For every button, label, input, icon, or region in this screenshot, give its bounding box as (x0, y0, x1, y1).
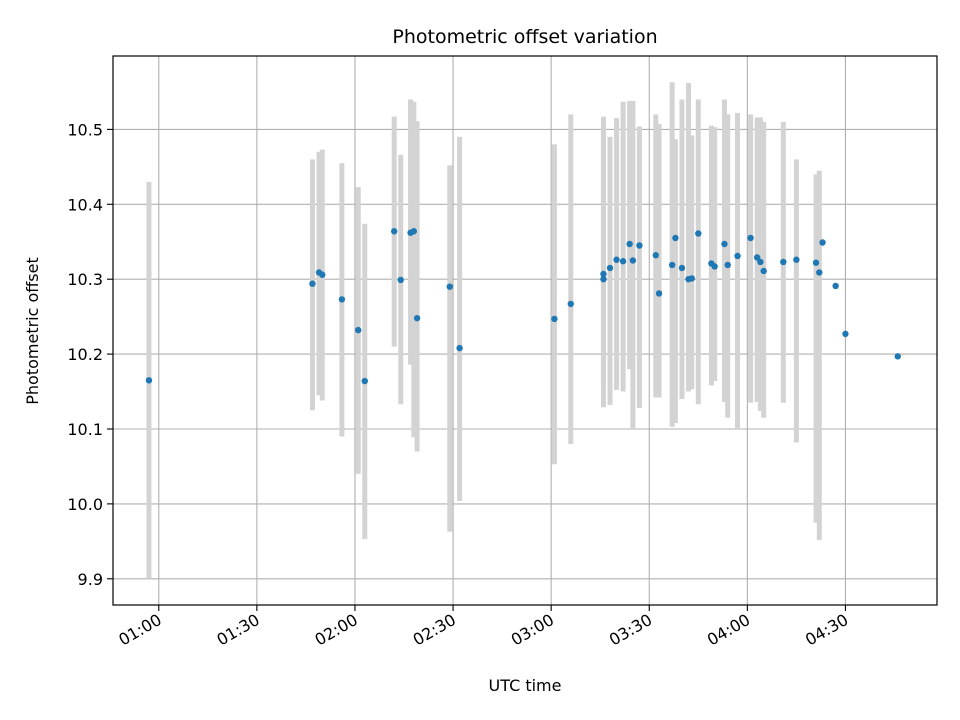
data-point (793, 256, 800, 263)
y-tick-label: 10.2 (67, 345, 103, 364)
data-point (672, 234, 679, 242)
data-point (600, 270, 607, 278)
x-axis-label: UTC time (489, 676, 562, 695)
data-point (456, 344, 463, 352)
grid-lines (113, 56, 937, 605)
y-tick-label: 10.3 (67, 270, 103, 289)
data-point (309, 280, 316, 287)
data-point (753, 254, 761, 261)
data-point (145, 377, 153, 384)
data-point (678, 264, 686, 272)
data-point (842, 330, 849, 338)
data-point (721, 240, 728, 248)
data-point (355, 326, 362, 334)
data-point (816, 269, 823, 276)
data-point (724, 261, 731, 269)
data-point (760, 267, 767, 275)
data-points (145, 228, 901, 385)
data-point (551, 315, 558, 323)
data-point (410, 228, 418, 235)
data-point (652, 252, 659, 259)
y-tick-label: 10.1 (67, 420, 103, 439)
data-point (636, 242, 643, 249)
data-point (413, 314, 421, 322)
data-point (338, 296, 346, 303)
y-axis-label: Photometric offset (23, 257, 42, 405)
y-axis-ticks: 9.9 10.0 10.1 10.2 10.3 10.4 10.5 (67, 120, 113, 589)
data-point (391, 228, 398, 235)
plot-frame (112, 55, 938, 606)
data-point (361, 377, 368, 385)
data-point (629, 257, 637, 264)
data-point (819, 239, 826, 246)
data-point (613, 256, 620, 263)
data-point (626, 240, 633, 248)
data-point (446, 283, 453, 290)
data-point (695, 230, 702, 237)
data-point (655, 290, 663, 297)
y-tick-label: 10.5 (67, 120, 103, 139)
data-point (812, 259, 820, 266)
y-tick-label: 10.4 (67, 195, 103, 214)
data-point (668, 261, 676, 269)
data-point (606, 264, 614, 272)
y-tick-label: 9.9 (78, 570, 103, 589)
data-point (780, 258, 787, 266)
y-tick-label: 10.0 (67, 495, 103, 514)
data-point (832, 282, 839, 290)
data-point (600, 275, 607, 283)
data-point (397, 276, 404, 284)
data-point (734, 252, 741, 260)
data-point (688, 275, 695, 282)
data-point (757, 258, 764, 266)
data-point (567, 300, 574, 308)
data-point (319, 271, 326, 278)
data-point (711, 263, 718, 270)
data-point (619, 258, 627, 265)
chart-title: Photometric offset variation (392, 26, 657, 48)
data-point (894, 353, 901, 360)
data-point (747, 234, 754, 242)
